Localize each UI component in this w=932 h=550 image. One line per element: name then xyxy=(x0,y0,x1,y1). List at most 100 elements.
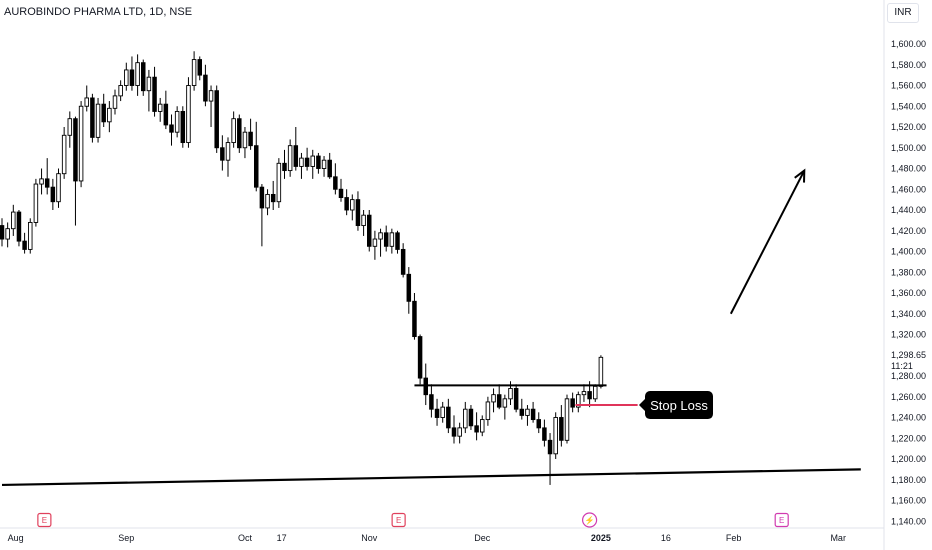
candle-up xyxy=(56,173,61,203)
candle-down xyxy=(0,225,5,240)
candle-up xyxy=(389,232,395,247)
candle-down xyxy=(355,199,361,227)
price-tick-label: 1,340.00 xyxy=(891,309,926,319)
price-tick-label: 1,400.00 xyxy=(891,247,926,257)
candle-up xyxy=(372,238,378,247)
candle-down xyxy=(214,90,219,149)
candle-up xyxy=(112,95,118,109)
candle-up xyxy=(157,103,163,112)
candle-up xyxy=(299,157,304,167)
time-axis[interactable]: Aug Sep Oct 17 Nov Dec 2025 16 Feb Mar xyxy=(0,527,884,543)
candle-down xyxy=(383,232,389,247)
price-tick-label: 1,380.00 xyxy=(891,267,926,277)
candle-up xyxy=(208,90,214,102)
earnings-marker[interactable]: E xyxy=(37,512,52,528)
candle-up xyxy=(378,232,383,240)
candle-down xyxy=(547,439,553,455)
price-tick-label: 1,440.00 xyxy=(891,205,926,215)
candle-down xyxy=(316,155,321,169)
candle-up xyxy=(135,62,140,86)
candle-down xyxy=(468,408,474,427)
earnings-marker[interactable]: E xyxy=(391,512,406,528)
price-tick-label: 1,200.00 xyxy=(891,454,926,464)
candle-down xyxy=(530,408,536,421)
time-tick-label: Mar xyxy=(830,533,846,543)
support-trendline[interactable] xyxy=(1,468,861,487)
stop-loss-callout[interactable] xyxy=(645,391,713,420)
candle-up xyxy=(124,69,129,86)
candle-down xyxy=(197,59,202,76)
arrow-head-icon xyxy=(794,168,806,183)
earnings-icon xyxy=(37,512,52,528)
candle-up xyxy=(480,419,485,433)
candle-up xyxy=(39,178,44,185)
candle-up xyxy=(11,211,16,230)
price-tick-label: 1,220.00 xyxy=(891,433,926,443)
candle-up xyxy=(310,155,316,167)
price-tick-label: 1,540.00 xyxy=(891,101,926,111)
candle-down xyxy=(344,197,349,211)
candle-down xyxy=(163,103,169,126)
price-tick-label: 1,140.00 xyxy=(891,516,926,526)
price-tick-label: 1,420.00 xyxy=(891,226,926,236)
price-tick-label: 1,360.00 xyxy=(891,288,926,298)
price-tick-label: 1,480.00 xyxy=(891,164,926,174)
price-tick-label: 1,320.00 xyxy=(891,330,926,340)
event-markers[interactable]: E E ⚡ E xyxy=(37,512,789,528)
candle-down xyxy=(259,186,265,209)
candle-down xyxy=(220,147,225,161)
drawing-annotations[interactable]: Stop Loss xyxy=(1,168,861,487)
candle-up xyxy=(61,134,67,175)
forecast-arrow[interactable] xyxy=(729,170,806,315)
candle-up xyxy=(576,394,581,408)
price-tick-label: 1,260.00 xyxy=(891,392,926,402)
candle-down xyxy=(587,391,592,400)
candle-down xyxy=(412,300,417,338)
time-tick-label: 2025 xyxy=(591,533,611,543)
candle-up xyxy=(525,408,530,416)
candle-up xyxy=(598,356,604,387)
time-tick-label: 16 xyxy=(661,533,671,543)
time-tick-label: Feb xyxy=(726,533,742,543)
candle-down xyxy=(417,336,423,379)
candle-down xyxy=(496,394,502,408)
price-tick-label: 1,520.00 xyxy=(891,122,926,132)
stop-loss-label: Stop Loss xyxy=(650,398,708,413)
candle-down xyxy=(513,388,519,410)
dividend-marker[interactable]: ⚡ xyxy=(581,512,598,528)
candle-up xyxy=(287,145,293,172)
earnings-icon xyxy=(391,512,406,528)
candle-down xyxy=(400,248,406,275)
candle-up xyxy=(321,159,327,169)
currency-badge[interactable]: INR xyxy=(887,3,919,23)
earnings-marker[interactable]: E xyxy=(774,512,789,528)
candle-down xyxy=(237,118,242,149)
candle-down xyxy=(152,76,157,112)
candle-down xyxy=(270,193,276,203)
candle-up xyxy=(33,183,39,223)
candle-up xyxy=(361,214,366,227)
price-tick-label: 1,560.00 xyxy=(891,81,926,91)
candle-down xyxy=(129,69,135,86)
candle-down xyxy=(434,408,440,418)
candle-down xyxy=(16,211,22,242)
candle-up xyxy=(107,107,112,123)
candle-up xyxy=(581,391,587,396)
candle-down xyxy=(140,62,146,92)
candle-down xyxy=(253,145,259,188)
candle-up xyxy=(186,85,191,144)
candle-down xyxy=(446,406,451,429)
price-tick-label: 1,280.00 xyxy=(891,371,926,381)
price-tick-label: 1,160.00 xyxy=(891,496,926,506)
candle-up xyxy=(485,401,491,421)
candle-down xyxy=(73,118,78,182)
candle-up xyxy=(118,85,123,97)
price-axis[interactable]: 1,600.00 1,580.00 1,560.00 1,540.00 1,520.00… xyxy=(883,0,926,550)
candle-down xyxy=(333,176,338,190)
candle-up xyxy=(440,406,445,418)
price-tick-label: 1,600.00 xyxy=(891,39,926,49)
symbol-title[interactable]: AUROBINDO PHARMA LTD, 1D, NSE xyxy=(4,6,193,18)
candle-up xyxy=(564,398,570,441)
candle-down xyxy=(50,186,56,203)
